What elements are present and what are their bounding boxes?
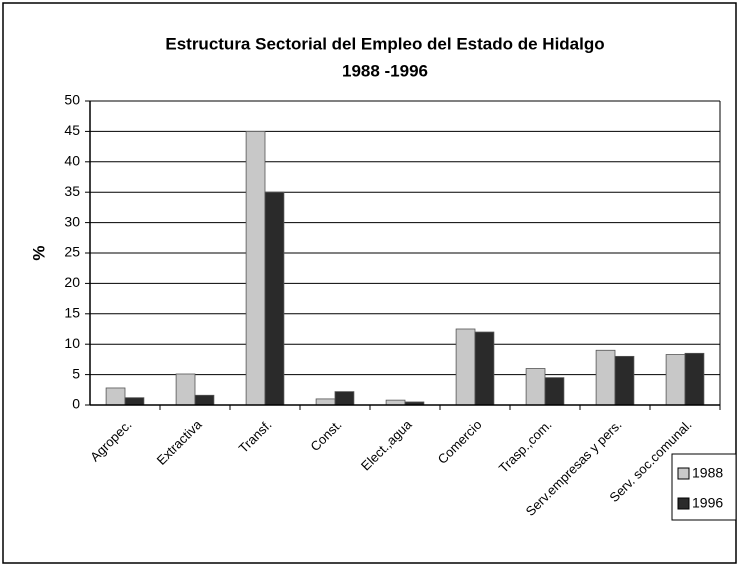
bar <box>595 349 616 406</box>
y-tick-label: 40 <box>64 153 80 169</box>
bar <box>614 355 635 406</box>
y-tick-label: 25 <box>64 244 80 260</box>
y-axis-label: % <box>29 245 48 260</box>
bar <box>175 373 196 406</box>
y-tick-label: 10 <box>64 335 80 351</box>
y-tick-label: 50 <box>64 92 80 108</box>
y-tick-label: 5 <box>72 365 80 381</box>
y-tick-label: 30 <box>64 213 80 229</box>
bar <box>194 394 215 406</box>
bar <box>315 398 336 406</box>
y-tick-label: 35 <box>64 183 80 199</box>
legend-swatch <box>677 497 690 510</box>
y-tick-label: 0 <box>72 396 80 412</box>
chart-title: Estructura Sectorial del Empleo del Esta… <box>165 34 604 53</box>
bar <box>245 130 266 406</box>
bar <box>665 354 686 406</box>
bar <box>455 328 476 406</box>
bar <box>544 377 565 406</box>
bar <box>525 368 546 406</box>
y-tick-label: 20 <box>64 274 80 290</box>
bar <box>124 397 145 406</box>
bar <box>474 331 495 406</box>
y-tick-label: 15 <box>64 305 80 321</box>
y-tick-label: 45 <box>64 122 80 138</box>
bar <box>334 391 355 406</box>
bar <box>264 191 285 406</box>
chart-subtitle: 1988 -1996 <box>342 61 428 80</box>
bar <box>105 387 126 406</box>
legend-swatch <box>677 467 690 480</box>
legend-label: 1996 <box>692 495 723 511</box>
legend-label: 1988 <box>692 465 723 481</box>
bar <box>684 352 705 406</box>
